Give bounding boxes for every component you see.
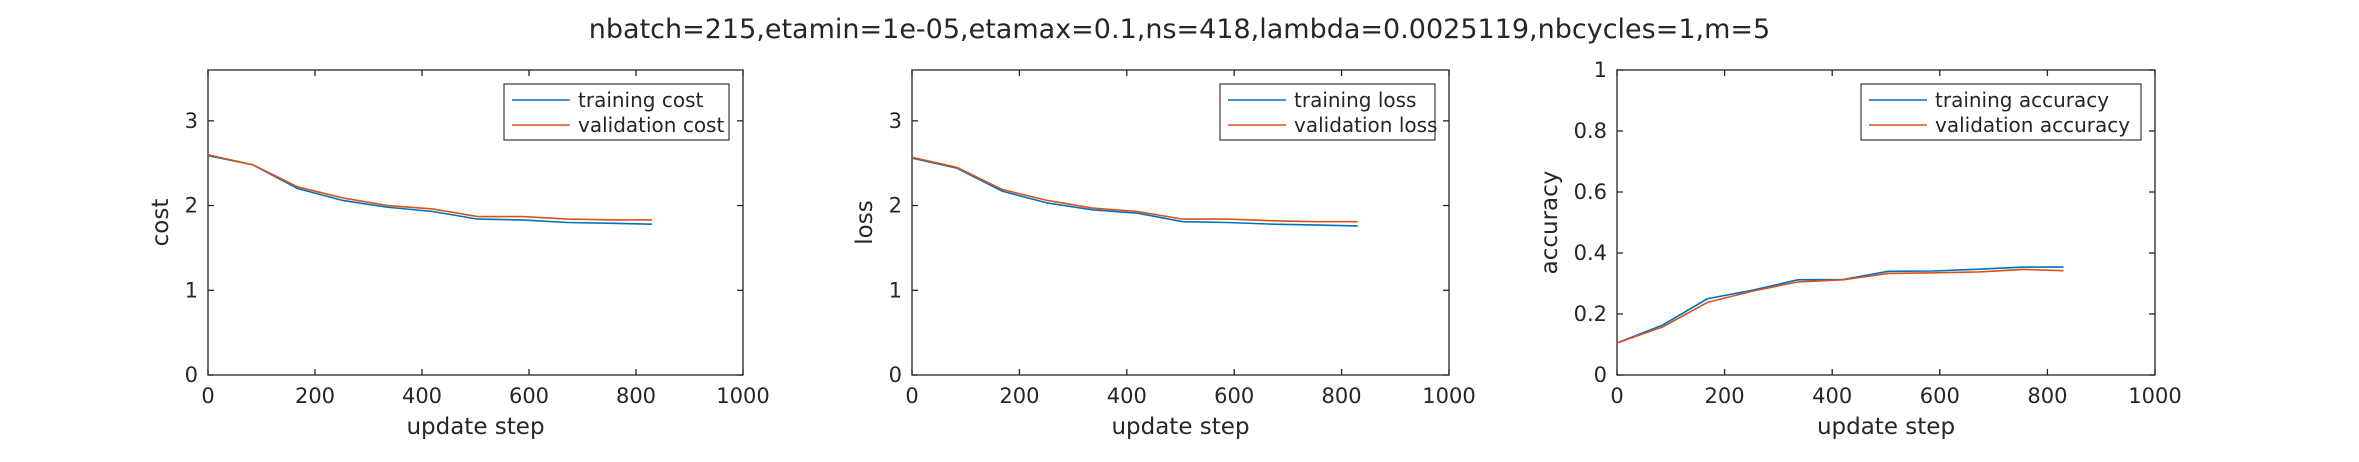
y-axis-label: cost (148, 199, 174, 247)
legend-label: training cost (578, 88, 703, 112)
legend-label: training loss (1294, 88, 1416, 112)
y-tick-label: 0.2 (1574, 302, 1607, 326)
legend-box (503, 83, 730, 141)
chart-panel-accuracy: 0 200 400 600 800 1000 0 0.2 0.4 0.6 0.8 1 update st… (1537, 58, 2182, 440)
series-line-validation (207, 153, 653, 221)
legend-label: training accuracy (1935, 88, 2109, 112)
series-line-validation (1616, 268, 2064, 344)
x-axis-label: update step (1111, 414, 1249, 440)
y-tick-label: 0.6 (1574, 180, 1607, 204)
y-tick-label: 1 (889, 278, 902, 302)
legend-label: validation loss (1294, 113, 1437, 137)
series-line-training (911, 157, 1358, 227)
y-tick-label: 0 (185, 363, 198, 387)
x-axis-label: update step (1817, 414, 1955, 440)
legend-label: validation cost (578, 113, 724, 137)
y-tick-label: 0.4 (1574, 241, 1607, 265)
figure-title: nbatch=215,etamin=1e-05,etamax=0.1,ns=41… (588, 14, 1771, 45)
x-tick-label: 0 (905, 384, 918, 408)
x-tick-label: 200 (999, 384, 1039, 408)
y-tick-label: 1 (1594, 58, 1607, 82)
series-line-training (207, 154, 653, 225)
x-tick-label: 600 (509, 384, 549, 408)
x-tick-label: 200 (295, 384, 335, 408)
legend-label: validation accuracy (1935, 113, 2130, 137)
legend-box (1860, 83, 2142, 141)
x-tick-label: 400 (1812, 384, 1852, 408)
x-tick-label: 600 (1920, 384, 1960, 408)
x-tick-label: 0 (1610, 384, 1623, 408)
legend-box (1219, 83, 1436, 141)
x-tick-label: 800 (1322, 384, 1362, 408)
y-tick-label: 3 (185, 109, 198, 133)
x-tick-label: 800 (616, 384, 656, 408)
x-tick-label: 600 (1214, 384, 1254, 408)
y-tick-label: 0 (889, 363, 902, 387)
x-tick-label: 400 (1107, 384, 1147, 408)
x-tick-label: 200 (1705, 384, 1745, 408)
x-tick-label: 1000 (1422, 384, 1475, 408)
y-tick-label: 2 (185, 194, 198, 218)
chart-panel-cost: 0 200 400 600 800 1000 0 1 2 3 update step cost trai… (148, 69, 770, 440)
y-tick-label: 3 (889, 109, 902, 133)
chart-panel-loss: 0 200 400 600 800 1000 0 1 2 3 update step loss trai… (852, 69, 1476, 440)
x-tick-label: 800 (2027, 384, 2067, 408)
y-tick-label: 0.8 (1574, 119, 1607, 143)
series-line-validation (911, 156, 1358, 223)
x-tick-label: 0 (201, 384, 214, 408)
y-tick-label: 1 (185, 278, 198, 302)
y-axis-label: accuracy (1537, 171, 1563, 275)
x-axis-label: update step (406, 414, 544, 440)
x-tick-label: 1000 (716, 384, 769, 408)
y-axis-label: loss (852, 200, 878, 244)
x-tick-label: 400 (402, 384, 442, 408)
y-tick-label: 2 (889, 194, 902, 218)
x-tick-label: 1000 (2128, 384, 2181, 408)
y-tick-label: 0 (1594, 363, 1607, 387)
